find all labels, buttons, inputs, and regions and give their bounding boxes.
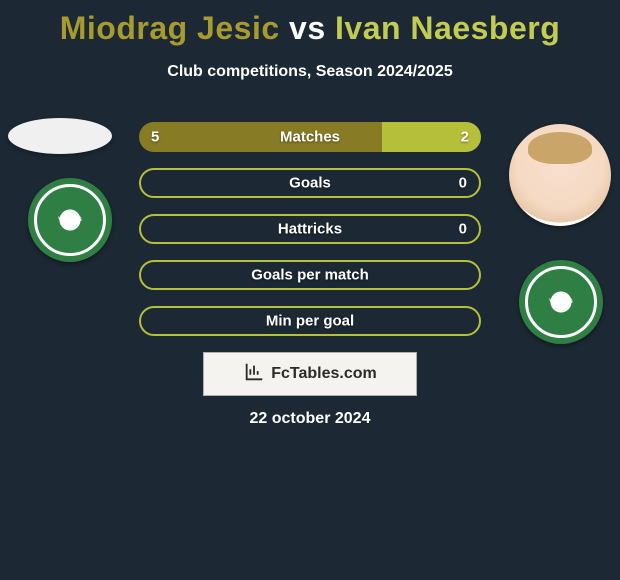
stat-bar-left <box>139 122 382 152</box>
stat-value-right: 2 <box>461 129 469 146</box>
subtitle: Club competitions, Season 2024/2025 <box>0 63 620 81</box>
player-left-name: Miodrag Jesic <box>60 10 280 46</box>
stat-label: Goals <box>141 175 479 192</box>
stat-row: 52Matches <box>139 122 481 152</box>
chart-icon <box>243 361 265 388</box>
stat-label: Min per goal <box>141 313 479 330</box>
stat-value-left: 5 <box>151 129 159 146</box>
player-left-club-badge: VIBORG <box>28 178 112 262</box>
brand-badge: FcTables.com <box>203 352 417 396</box>
player-right-club-badge: VIBORG <box>519 260 603 344</box>
club-badge-text: VIBORG <box>525 266 597 338</box>
title-vs: vs <box>289 10 326 46</box>
brand-name: FcTables.com <box>271 365 377 383</box>
stat-label: Hattricks <box>141 221 479 238</box>
stat-value-right: 0 <box>459 221 467 238</box>
comparison-title: Miodrag Jesic vs Ivan Naesberg <box>0 0 620 47</box>
player-right-avatar <box>509 124 611 226</box>
stat-row: Min per goal <box>139 306 481 336</box>
club-badge-text: VIBORG <box>34 184 106 256</box>
stat-row: 0Hattricks <box>139 214 481 244</box>
player-right-name: Ivan Naesberg <box>335 10 560 46</box>
stat-row: 0Goals <box>139 168 481 198</box>
date-label: 22 october 2024 <box>0 410 620 428</box>
player-left-avatar <box>8 118 112 154</box>
stat-label: Goals per match <box>141 267 479 284</box>
stat-bars: 52Matches0Goals0HattricksGoals per match… <box>139 122 481 352</box>
stat-value-right: 0 <box>459 175 467 192</box>
stat-row: Goals per match <box>139 260 481 290</box>
